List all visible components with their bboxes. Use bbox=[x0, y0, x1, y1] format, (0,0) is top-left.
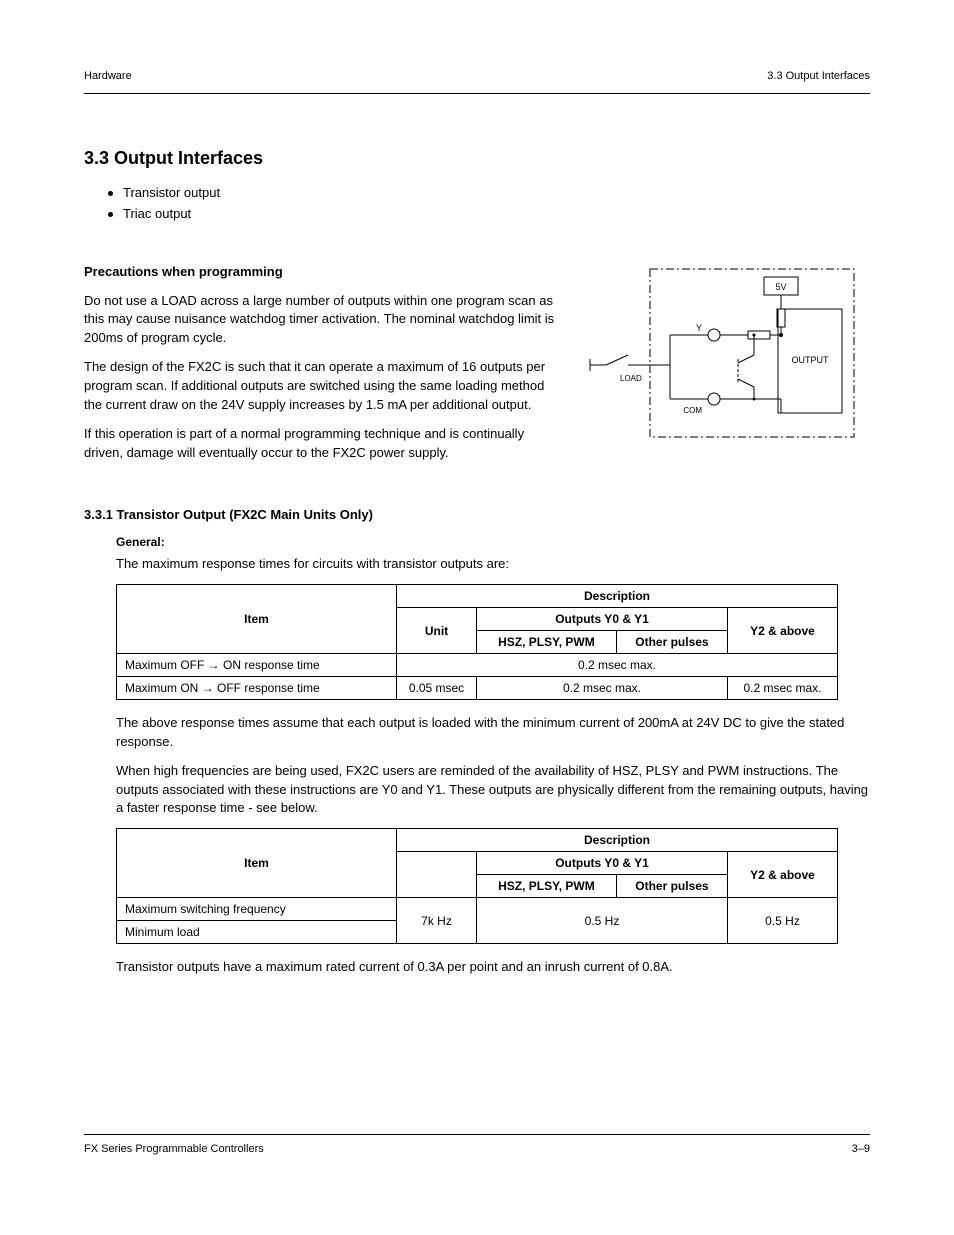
bullet-item: Triac output bbox=[84, 206, 870, 223]
diagram-y-label: Y bbox=[696, 323, 702, 333]
table1-r2-label: Maximum ON → OFF response time bbox=[117, 677, 397, 700]
table2-r1-c1: 7k Hz bbox=[397, 898, 477, 944]
table2-r1-c2: 0.5 Hz bbox=[477, 898, 728, 944]
bullet-list: Transistor output Triac output bbox=[84, 185, 870, 223]
section-heading: 3.3 Output Interfaces bbox=[84, 148, 870, 169]
precautions-p3: If this operation is part of a normal pr… bbox=[84, 425, 560, 463]
diagram-com-label: COM bbox=[683, 406, 702, 415]
diagram-load-label: LOAD bbox=[620, 374, 642, 383]
bullet-text: Transistor output bbox=[123, 185, 220, 202]
precautions-p1: Do not use a LOAD across a large number … bbox=[84, 292, 560, 349]
table1-r2-c1: 0.05 msec bbox=[397, 677, 477, 700]
transistor-section: 3.3.1 Transistor Output (FX2C Main Units… bbox=[84, 506, 870, 977]
table2-y01-header: Outputs Y0 & Y1 bbox=[477, 852, 728, 875]
precautions-p2: The design of the FX2C is such that it c… bbox=[84, 358, 560, 415]
page-header: Hardware 3.3 Output Interfaces bbox=[84, 64, 870, 94]
table2-item-header: Item bbox=[117, 829, 397, 898]
table1-r2-c2: 0.2 msec max. bbox=[477, 677, 728, 700]
transistor-subhead: General: bbox=[84, 535, 870, 549]
table1-r2-c4: 0.2 msec max. bbox=[728, 677, 838, 700]
transistor-p1: The maximum response times for circuits … bbox=[84, 555, 870, 574]
table-row: Maximum ON → OFF response time 0.05 msec… bbox=[117, 677, 838, 700]
circuit-diagram: OUTPUT 5V Y bbox=[580, 263, 870, 473]
table2-r1-c4: 0.5 Hz bbox=[728, 898, 838, 944]
transistor-heading: 3.3.1 Transistor Output (FX2C Main Units… bbox=[84, 507, 373, 522]
table2-desc-header: Description bbox=[397, 829, 838, 852]
table1-r1-c1: 0.2 msec max. bbox=[397, 654, 838, 677]
table1-r1-label: Maximum OFF → ON response time bbox=[117, 654, 397, 677]
transistor-p2: When high frequencies are being used, FX… bbox=[84, 762, 870, 819]
response-time-table: Item Description Unit Outputs Y0 & Y1 Y2… bbox=[116, 584, 838, 700]
table2-unit-header bbox=[397, 852, 477, 898]
bullet-dot-icon bbox=[108, 191, 113, 196]
footer-right: 3–9 bbox=[852, 1143, 870, 1155]
table2-hsz-header: HSZ, PLSY, PWM bbox=[477, 875, 617, 898]
table2-r2-label: Minimum load bbox=[117, 921, 397, 944]
table1-desc-header: Description bbox=[397, 585, 838, 608]
switching-freq-table: Item Description Outputs Y0 & Y1 Y2 & ab… bbox=[116, 828, 838, 944]
table2-y2-header: Y2 & above bbox=[728, 852, 838, 898]
table2-r1-label: Maximum switching frequency bbox=[117, 898, 397, 921]
footer-left: FX Series Programmable Controllers bbox=[84, 1143, 264, 1155]
table1-other-header: Other pulses bbox=[616, 631, 727, 654]
precautions-row: Precautions when programming Do not use … bbox=[84, 263, 870, 473]
transistor-note: The above response times assume that eac… bbox=[84, 714, 870, 752]
table1-item-header: Item bbox=[117, 585, 397, 654]
diagram-svg: OUTPUT 5V Y bbox=[580, 263, 860, 443]
table-row: Maximum switching frequency 7k Hz 0.5 Hz… bbox=[117, 898, 838, 921]
diagram-output-label: OUTPUT bbox=[792, 355, 830, 365]
header-left-text: Hardware bbox=[84, 70, 132, 82]
transistor-note2: Transistor outputs have a maximum rated … bbox=[84, 958, 870, 977]
table1-unit-header: Unit bbox=[397, 608, 477, 654]
precautions-title: Precautions when programming bbox=[84, 264, 283, 279]
diagram-5v-label: 5V bbox=[775, 282, 786, 292]
page-footer: FX Series Programmable Controllers 3–9 bbox=[84, 1134, 870, 1155]
table-row: Maximum OFF → ON response time 0.2 msec … bbox=[117, 654, 838, 677]
bullet-text: Triac output bbox=[123, 206, 191, 223]
table1-y01-header: Outputs Y0 & Y1 bbox=[477, 608, 728, 631]
bullet-item: Transistor output bbox=[84, 185, 870, 202]
precautions-text: Precautions when programming Do not use … bbox=[84, 263, 560, 473]
table1-y2-header: Y2 & above bbox=[728, 608, 838, 654]
table1-hsz-header: HSZ, PLSY, PWM bbox=[477, 631, 617, 654]
header-right-text: 3.3 Output Interfaces bbox=[767, 70, 870, 82]
table2-other-header: Other pulses bbox=[616, 875, 727, 898]
bullet-dot-icon bbox=[108, 212, 113, 217]
